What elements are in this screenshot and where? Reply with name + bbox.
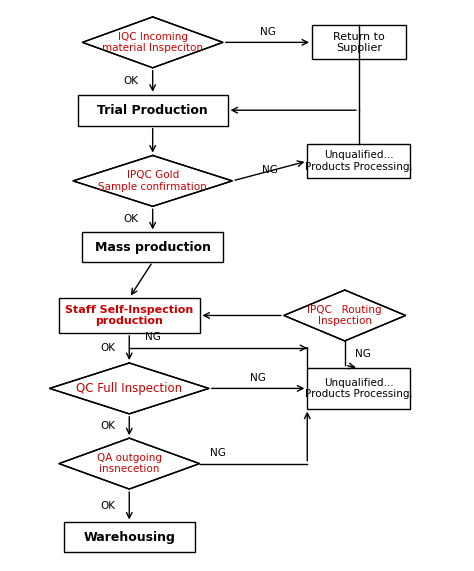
Polygon shape	[59, 438, 200, 489]
Text: NG: NG	[355, 349, 371, 360]
Text: OK: OK	[124, 77, 138, 86]
Text: NG: NG	[250, 373, 266, 383]
Bar	[78, 95, 228, 126]
Text: IPQC Gold
Sample confirmation: IPQC Gold Sample confirmation	[98, 170, 207, 192]
Text: OK: OK	[124, 214, 138, 224]
Text: IQC Incoming
material Inspeciton: IQC Incoming material Inspeciton	[102, 31, 203, 53]
Polygon shape	[284, 290, 406, 341]
Text: Trial Production: Trial Production	[97, 104, 208, 116]
Bar	[59, 298, 200, 333]
Text: OK: OK	[100, 501, 115, 510]
Text: NG: NG	[145, 332, 161, 343]
Bar	[312, 25, 406, 59]
Text: OK: OK	[100, 421, 115, 431]
Text: IPQC   Routing
Inspection: IPQC Routing Inspection	[308, 305, 382, 326]
Text: QC Full Inspection: QC Full Inspection	[76, 382, 182, 395]
Bar	[307, 368, 410, 409]
Text: Unqualified...
Products Processing.: Unqualified... Products Processing.	[305, 377, 413, 399]
Text: NG: NG	[259, 27, 275, 37]
Bar	[82, 232, 223, 262]
Polygon shape	[82, 17, 223, 68]
Text: Staff Self-Inspection
production: Staff Self-Inspection production	[65, 305, 193, 326]
Text: NG: NG	[210, 448, 226, 458]
Text: Return to
Supplier: Return to Supplier	[333, 31, 385, 53]
Text: Unqualified...
Products Processing.: Unqualified... Products Processing.	[305, 150, 413, 172]
Bar	[64, 522, 195, 552]
Bar	[307, 144, 410, 178]
Polygon shape	[73, 155, 232, 206]
Text: Mass production: Mass production	[95, 240, 210, 254]
Text: Warehousing: Warehousing	[83, 530, 175, 544]
Text: QA outgoing
insnecetion: QA outgoing insnecetion	[97, 453, 162, 475]
Polygon shape	[50, 363, 209, 414]
Text: NG: NG	[262, 165, 278, 175]
Text: OK: OK	[100, 343, 115, 353]
